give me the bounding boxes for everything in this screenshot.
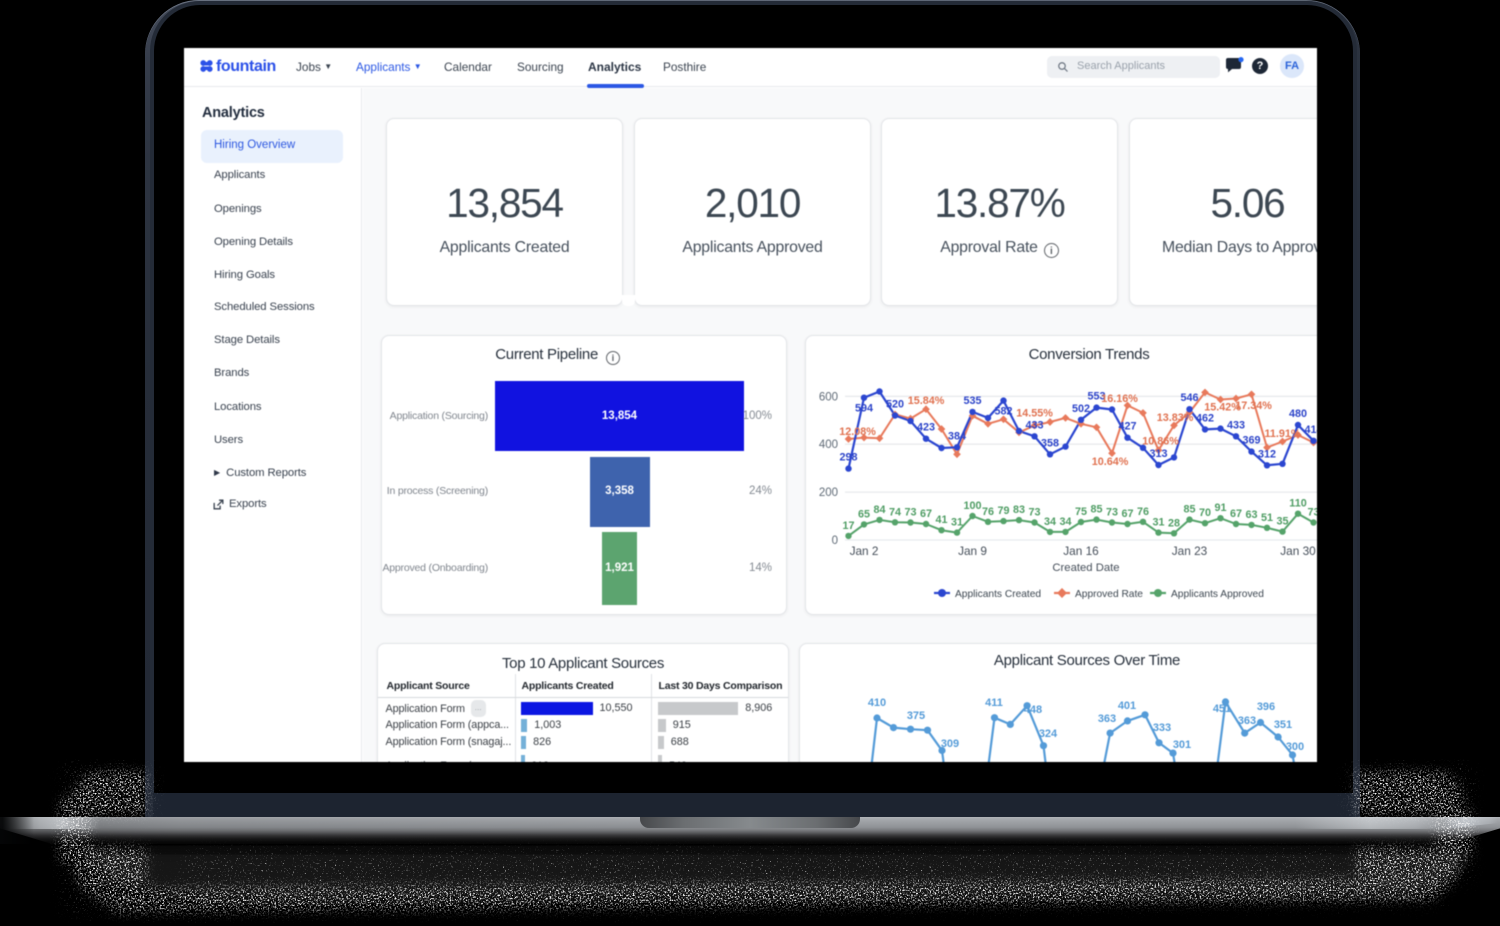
svg-text:16.16%: 16.16% bbox=[1101, 393, 1138, 405]
svg-text:594: 594 bbox=[855, 403, 873, 415]
svg-text:375: 375 bbox=[907, 710, 925, 722]
svg-text:31: 31 bbox=[951, 517, 963, 529]
svg-text:11.91%: 11.91% bbox=[1264, 428, 1300, 440]
svg-text:363: 363 bbox=[1098, 713, 1116, 725]
svg-text:15.42%: 15.42% bbox=[1204, 402, 1241, 414]
svg-text:Approved Rate: Approved Rate bbox=[1075, 589, 1143, 600]
svg-text:300: 300 bbox=[1286, 741, 1304, 753]
svg-text:410: 410 bbox=[868, 697, 886, 709]
svg-text:535: 535 bbox=[963, 395, 981, 407]
svg-text:75: 75 bbox=[1075, 506, 1087, 518]
svg-text:411: 411 bbox=[985, 697, 1003, 709]
svg-text:15.84%: 15.84% bbox=[908, 395, 945, 407]
svg-text:351: 351 bbox=[1274, 719, 1292, 731]
svg-text:Jan 23: Jan 23 bbox=[1172, 544, 1208, 558]
svg-text:110: 110 bbox=[1289, 498, 1306, 510]
svg-text:65: 65 bbox=[858, 508, 870, 520]
svg-text:14.55%: 14.55% bbox=[1016, 408, 1053, 420]
svg-text:Jan 30: Jan 30 bbox=[1280, 544, 1316, 558]
svg-text:600: 600 bbox=[819, 391, 838, 403]
svg-text:480: 480 bbox=[1289, 408, 1307, 420]
svg-text:79: 79 bbox=[997, 505, 1009, 517]
svg-text:369: 369 bbox=[1242, 435, 1260, 447]
svg-text:83: 83 bbox=[1013, 504, 1025, 516]
svg-text:Jan 2: Jan 2 bbox=[850, 544, 879, 558]
svg-text:298: 298 bbox=[839, 452, 857, 464]
svg-text:520: 520 bbox=[886, 399, 904, 411]
svg-text:200: 200 bbox=[819, 487, 838, 499]
svg-text:85: 85 bbox=[1183, 504, 1195, 516]
svg-text:Created Date: Created Date bbox=[1052, 562, 1119, 574]
svg-text:70: 70 bbox=[1199, 507, 1211, 519]
svg-text:73: 73 bbox=[1106, 507, 1118, 519]
svg-text:333: 333 bbox=[1153, 722, 1171, 734]
svg-text:63: 63 bbox=[1245, 509, 1257, 521]
svg-text:73: 73 bbox=[904, 507, 916, 519]
svg-text:Applicants Created: Applicants Created bbox=[955, 589, 1041, 600]
svg-text:396: 396 bbox=[1257, 701, 1275, 713]
svg-text:433: 433 bbox=[1025, 419, 1043, 431]
svg-text:553: 553 bbox=[1087, 391, 1105, 403]
svg-text:73: 73 bbox=[1307, 507, 1317, 519]
svg-text:76: 76 bbox=[1137, 506, 1149, 518]
svg-text:448: 448 bbox=[1024, 704, 1042, 716]
svg-text:35: 35 bbox=[1276, 516, 1288, 528]
svg-text:67: 67 bbox=[1230, 508, 1242, 520]
svg-text:13.83%: 13.83% bbox=[1157, 412, 1194, 424]
svg-text:401: 401 bbox=[1118, 700, 1136, 712]
svg-text:414: 414 bbox=[1304, 424, 1317, 436]
svg-text:313: 313 bbox=[1149, 448, 1167, 460]
svg-text:451: 451 bbox=[1213, 703, 1231, 715]
svg-text:76: 76 bbox=[982, 506, 994, 518]
svg-text:0: 0 bbox=[832, 535, 838, 547]
svg-text:10.64%: 10.64% bbox=[1092, 456, 1129, 468]
svg-text:363: 363 bbox=[1238, 715, 1256, 727]
svg-text:91: 91 bbox=[1214, 502, 1226, 514]
svg-text:10.86%: 10.86% bbox=[1142, 436, 1179, 448]
svg-text:74: 74 bbox=[889, 506, 901, 518]
svg-text:67: 67 bbox=[1121, 508, 1133, 520]
svg-text:100: 100 bbox=[963, 500, 981, 512]
svg-text:502: 502 bbox=[1072, 403, 1090, 415]
svg-text:358: 358 bbox=[1041, 437, 1059, 449]
svg-text:17.34%: 17.34% bbox=[1235, 400, 1272, 412]
svg-text:433: 433 bbox=[1227, 419, 1245, 431]
svg-text:67: 67 bbox=[920, 508, 932, 520]
svg-text:85: 85 bbox=[1090, 504, 1102, 516]
svg-text:324: 324 bbox=[1039, 728, 1058, 740]
svg-text:312: 312 bbox=[1258, 448, 1276, 460]
svg-text:384: 384 bbox=[948, 430, 966, 442]
svg-text:462: 462 bbox=[1196, 412, 1214, 424]
svg-text:Jan 16: Jan 16 bbox=[1063, 544, 1099, 558]
svg-text:17: 17 bbox=[842, 520, 854, 532]
svg-text:34: 34 bbox=[1044, 516, 1056, 528]
svg-text:73: 73 bbox=[1028, 507, 1040, 519]
svg-text:84: 84 bbox=[873, 504, 885, 516]
svg-text:41: 41 bbox=[935, 514, 947, 526]
svg-text:28: 28 bbox=[1168, 517, 1180, 529]
svg-text:34: 34 bbox=[1059, 516, 1071, 528]
svg-text:Applicants Approved: Applicants Approved bbox=[1171, 589, 1264, 600]
svg-text:309: 309 bbox=[941, 738, 959, 750]
svg-text:427: 427 bbox=[1118, 421, 1136, 433]
svg-text:400: 400 bbox=[819, 439, 838, 451]
svg-text:546: 546 bbox=[1180, 392, 1198, 404]
svg-text:12.08%: 12.08% bbox=[839, 426, 876, 438]
svg-text:Jan 9: Jan 9 bbox=[958, 544, 987, 558]
svg-text:31: 31 bbox=[1152, 517, 1164, 529]
svg-text:582: 582 bbox=[994, 406, 1012, 418]
svg-text:51: 51 bbox=[1261, 512, 1273, 524]
svg-text:301: 301 bbox=[1173, 739, 1191, 751]
svg-text:423: 423 bbox=[917, 422, 935, 434]
